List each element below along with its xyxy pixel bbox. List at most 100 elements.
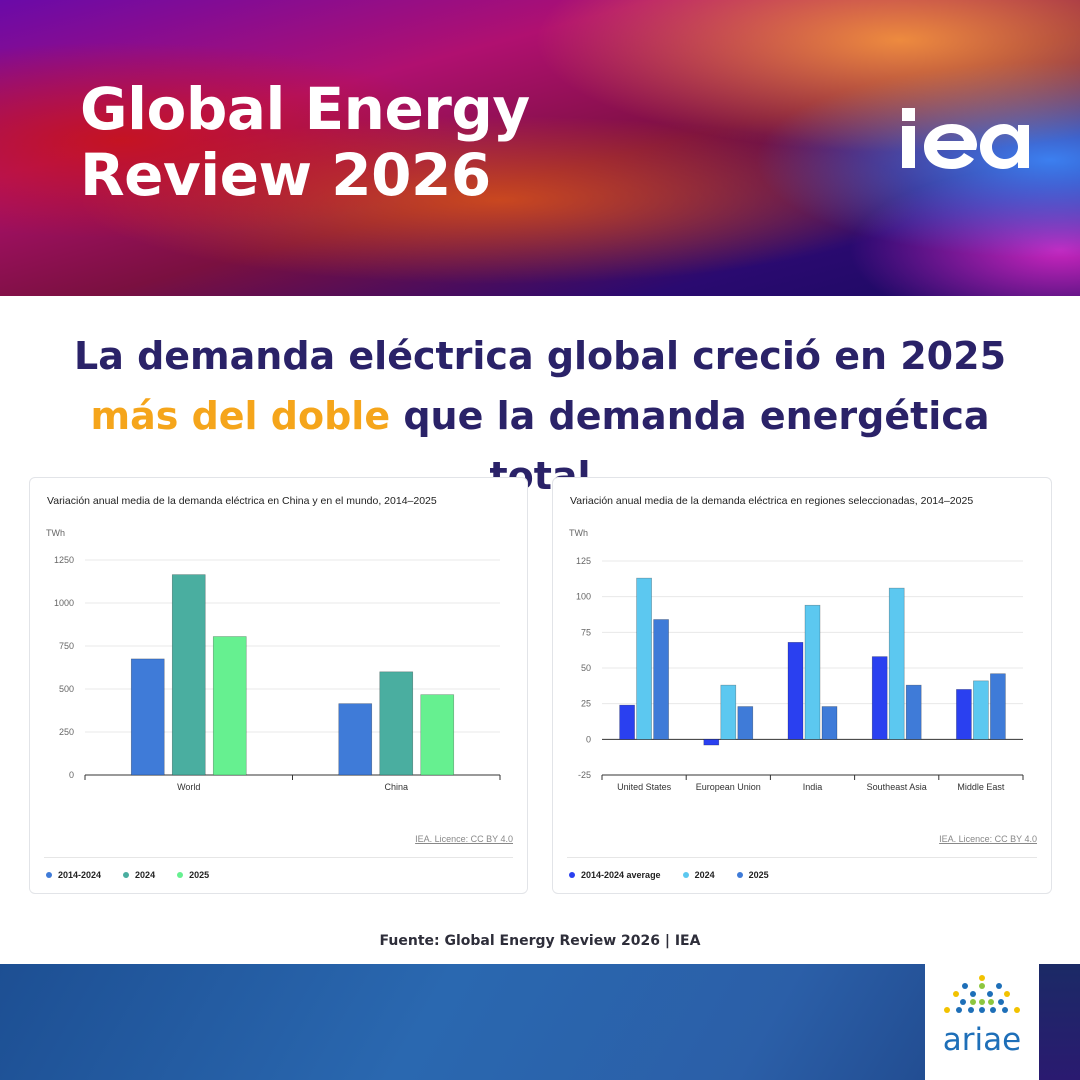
ariae-dot — [988, 999, 994, 1005]
ariae-dot — [1004, 991, 1010, 997]
bar-2024-middle-east — [973, 680, 989, 740]
licence-link[interactable]: IEA. Licence: CC BY 4.0 — [939, 834, 1037, 844]
y-axis-unit: TWh — [46, 528, 65, 538]
banner-title-line1: Global Energy — [80, 75, 530, 143]
ariae-dot — [990, 1007, 996, 1013]
bar-2014-2024-world — [130, 658, 165, 776]
headline: La demanda eléctrica global creció en 20… — [40, 326, 1040, 506]
footer-band — [0, 964, 1080, 1080]
ariae-dot — [998, 999, 1004, 1005]
legend-label: 2024 — [135, 870, 156, 880]
ariae-dot — [962, 983, 968, 989]
x-category-label: China — [384, 782, 408, 792]
bar-2024-india — [804, 604, 821, 740]
divider — [567, 857, 1037, 858]
headline-highlight: más del doble — [90, 394, 391, 438]
header-banner: Global Energy Review 2026 — [0, 0, 1080, 296]
bar-2025-united-states — [653, 619, 669, 740]
bar-2025-world — [212, 636, 247, 776]
y-tick-label: 500 — [59, 684, 74, 694]
y-tick-label: 125 — [576, 556, 591, 566]
y-axis-unit: TWh — [569, 528, 588, 538]
bar-2014-2024-average-united-states — [619, 704, 635, 740]
y-tick-label: 250 — [59, 727, 74, 737]
ariae-wordmark: ariae — [942, 1022, 1022, 1058]
ariae-dot — [979, 999, 985, 1005]
chart-card-china-world: Variación anual media de la demanda eléc… — [29, 477, 528, 894]
bar-2014-2024-average-southeast-asia — [871, 656, 888, 740]
legend-item[interactable]: 2025 — [736, 870, 769, 880]
ariae-dot — [960, 999, 966, 1005]
chart-card-regions: Variación anual media de la demanda eléc… — [552, 477, 1052, 894]
banner-title-line2: Review 2026 — [80, 141, 491, 209]
legend-item[interactable]: 2024 — [682, 870, 715, 880]
x-category-label: Middle East — [957, 782, 1005, 792]
chart-legend: 2014-2024 average 2024 2025 — [569, 870, 769, 880]
legend-label: 2014-2024 average — [581, 870, 661, 880]
headline-part1: La demanda eléctrica global creció en 20… — [73, 334, 1007, 378]
bar-2025-china — [420, 694, 455, 776]
ariae-dot — [1014, 1007, 1020, 1013]
bar-2014-2024-average-middle-east — [956, 689, 972, 740]
x-category-label: United States — [617, 782, 672, 792]
legend-item[interactable]: 2014-2024 average — [569, 870, 661, 880]
ariae-dot — [970, 999, 976, 1005]
bar-2014-2024-average-india — [787, 642, 804, 740]
ariae-dot — [956, 1007, 962, 1013]
ariae-dot — [970, 991, 976, 997]
y-tick-label: 50 — [581, 663, 591, 673]
x-category-label: World — [177, 782, 200, 792]
iea-logo — [902, 108, 1029, 169]
bar-2024-united-states — [636, 577, 652, 740]
ariae-dot — [944, 1007, 950, 1013]
legend-item[interactable]: 2024 — [123, 870, 155, 880]
legend-swatch — [682, 872, 689, 878]
ariae-dot — [953, 991, 959, 997]
bar-2025-southeast-asia — [905, 684, 922, 740]
ariae-logo: ariae — [925, 964, 1039, 1080]
ariae-dot — [987, 991, 993, 997]
ariae-dots-icon — [944, 975, 1020, 1013]
ariae-dot — [1002, 1007, 1008, 1013]
x-category-label: India — [803, 782, 823, 792]
legend-label: 2024 — [694, 870, 715, 880]
chart-legend: 2014-2024 2024 2025 — [46, 870, 209, 880]
y-tick-label: 1000 — [54, 598, 74, 608]
bar-2024-world — [171, 574, 206, 776]
y-tick-label: 0 — [586, 734, 591, 744]
divider — [44, 857, 513, 858]
y-tick-label: 750 — [59, 641, 74, 651]
bar-2024-southeast-asia — [888, 587, 905, 740]
legend-swatch — [177, 872, 184, 878]
ariae-dot — [996, 983, 1002, 989]
y-tick-label: -25 — [578, 770, 591, 780]
y-tick-label: 1250 — [54, 555, 74, 565]
legend-swatch — [569, 872, 575, 878]
y-tick-label: 75 — [581, 627, 591, 637]
legend-label: 2025 — [748, 870, 769, 880]
x-category-label: European Union — [696, 782, 761, 792]
licence-link[interactable]: IEA. Licence: CC BY 4.0 — [415, 834, 513, 844]
legend-label: 2014-2024 — [58, 870, 102, 880]
ariae-dot — [979, 975, 985, 981]
ariae-dot — [968, 1007, 974, 1013]
x-category-label: Southeast Asia — [867, 782, 927, 792]
bar-2025-india — [821, 706, 838, 740]
legend-item[interactable]: 2014-2024 — [46, 870, 101, 880]
y-tick-label: 0 — [69, 770, 74, 780]
bar-2024-china — [379, 671, 414, 776]
legend-swatch — [736, 872, 743, 878]
chart-plot-right: TWh -25 0 25 50 75 100 125 United States European… — [569, 528, 1024, 792]
y-tick-label: 100 — [576, 592, 591, 602]
chart-title: Variación anual media de la demanda eléc… — [47, 495, 437, 507]
legend-swatch — [46, 872, 52, 878]
legend-label: 2025 — [189, 870, 210, 880]
banner-title: Global Energy Review 2026 — [80, 76, 530, 208]
chart-plot-left: TWh 0 250 500 750 1000 1250 World China — [46, 528, 501, 792]
legend-item[interactable]: 2025 — [177, 870, 209, 880]
bar-2025-middle-east — [990, 673, 1006, 740]
footer-edge — [1039, 964, 1080, 1080]
bar-2024-european-union — [720, 684, 737, 740]
legend-swatch — [123, 872, 130, 878]
bar-2014-2024-average-european-union — [703, 739, 720, 746]
